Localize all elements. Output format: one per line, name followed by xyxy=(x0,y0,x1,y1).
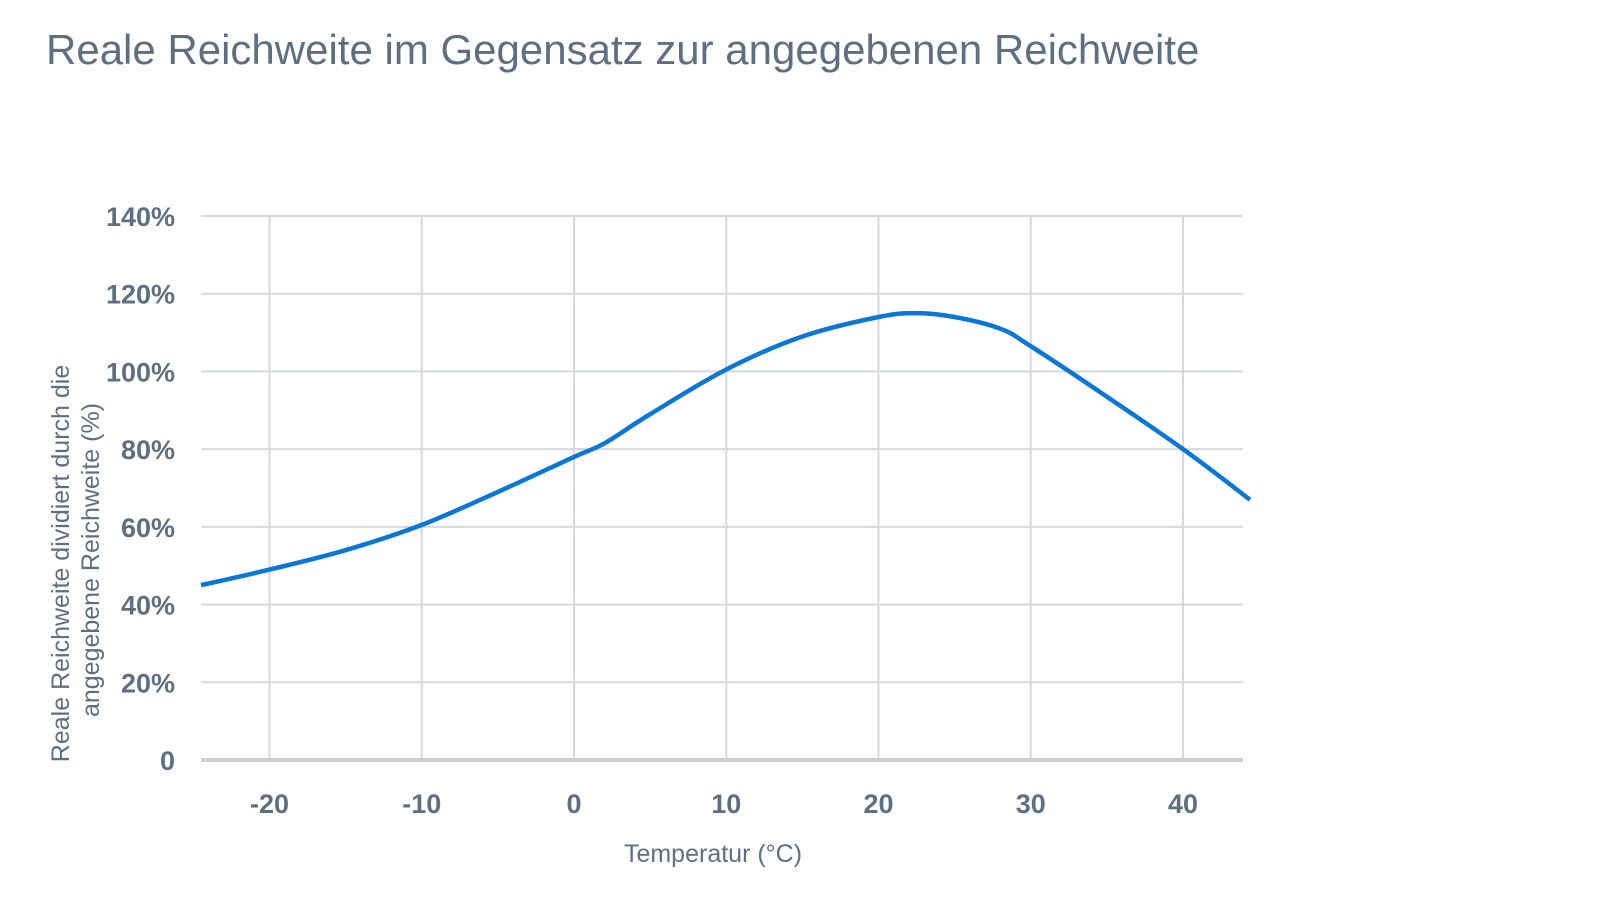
y-tick-label: 40% xyxy=(121,591,175,621)
x-tick-label: 20 xyxy=(863,789,893,819)
y-tick-label: 140% xyxy=(106,202,175,232)
x-tick-label: -10 xyxy=(402,789,441,819)
y-tick-label: 0 xyxy=(160,746,175,776)
series-line xyxy=(200,310,1252,588)
y-tick-label: 100% xyxy=(106,357,175,387)
series-layer xyxy=(200,310,1252,588)
x-tick-label: 10 xyxy=(711,789,741,819)
x-axis-label: Temperatur (°C) xyxy=(624,840,802,868)
x-tick-label: 0 xyxy=(566,789,581,819)
grid-lines xyxy=(201,215,1243,760)
x-tick-labels: -20 -10 0 10 20 30 40 xyxy=(250,789,1198,819)
chart-title: Reale Reichweite im Gegensatz zur angege… xyxy=(46,26,1200,73)
y-tick-label: 20% xyxy=(121,668,175,698)
y-axis-label: Reale Reichweite dividiert durch die ang… xyxy=(47,358,105,762)
y-tick-label: 60% xyxy=(121,513,175,543)
y-axis-label-line-1: Reale Reichweite dividiert durch die xyxy=(47,365,75,762)
y-tick-label: 120% xyxy=(106,280,175,310)
x-tick-label: 30 xyxy=(1016,789,1046,819)
y-axis-label-line-2: angegebene Reichweite (%) xyxy=(77,403,105,717)
y-tick-label: 80% xyxy=(121,435,175,465)
x-tick-label: -20 xyxy=(250,789,289,819)
y-tick-labels: 0 20% 40% 60% 80% 100% 120% 140% xyxy=(106,202,175,776)
x-tick-label: 40 xyxy=(1168,789,1198,819)
